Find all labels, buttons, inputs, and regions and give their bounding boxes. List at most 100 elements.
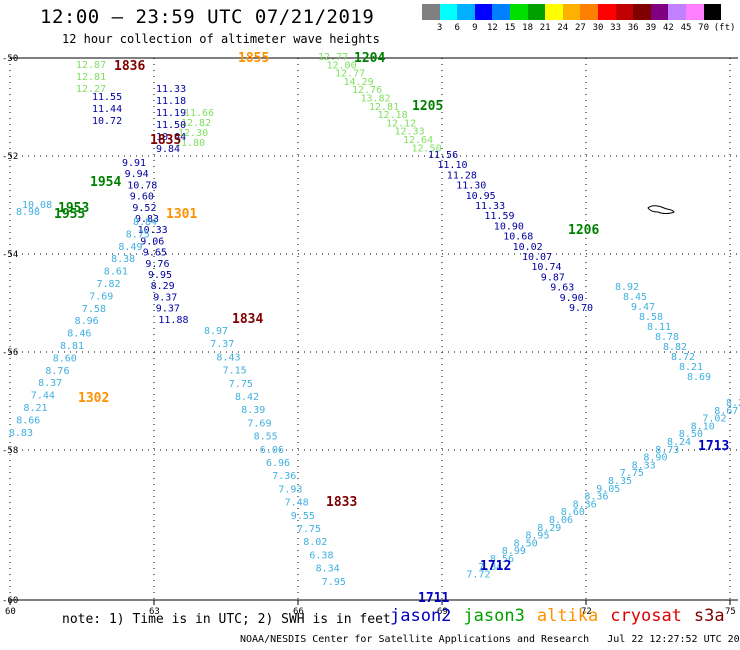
x-tick-label: 63	[149, 607, 160, 617]
wave-height-value: 8.58	[639, 312, 663, 323]
wave-height-value: 12.27	[76, 84, 106, 95]
map-frame: -50-52-54-56-58-60606366697275	[2, 54, 738, 617]
wave-height-value: 7.15	[223, 366, 247, 377]
wave-height-value: 7.93	[278, 484, 302, 495]
satellite-name: jason3	[463, 606, 525, 626]
wave-height-value: 11.80	[175, 138, 205, 149]
wave-height-value: 8.60	[53, 353, 77, 364]
wave-height-value: 8.21	[679, 362, 703, 373]
legend-swatch	[562, 4, 581, 20]
satellite-legend: jason2 jason3 altika cryosat s3a	[390, 606, 737, 626]
wave-height-value: 9.63	[550, 283, 574, 294]
legend-label: 21	[539, 23, 551, 33]
wave-height-value: 7.36	[272, 471, 296, 482]
x-tick-label: 72	[581, 607, 592, 617]
wave-height-value: 12.33	[395, 127, 425, 138]
wave-height-value: 12.87	[76, 60, 106, 71]
y-tick-label: -52	[2, 152, 18, 162]
wave-height-value: 8.69	[687, 372, 711, 383]
wave-height-value: 11.50	[156, 120, 186, 131]
wave-height-value: 10.07	[522, 252, 552, 263]
legend-swatch	[457, 4, 475, 20]
wave-height-value: 9.47	[631, 302, 655, 313]
map-subtitle: 12 hour collection of altimeter wave hei…	[62, 32, 380, 46]
legend-unit: (ft)	[713, 23, 736, 33]
legend-swatch	[545, 4, 563, 20]
pass-label: 1205	[412, 99, 443, 114]
pass-label: 1711	[418, 591, 449, 606]
legend-label: 6	[454, 23, 460, 33]
wave-height-value: 10.90	[494, 221, 524, 232]
wave-height-value: 13.82	[361, 94, 391, 105]
wave-height-value: 9.95	[148, 270, 172, 281]
wave-height-value: 6.06	[260, 445, 284, 456]
wave-height-value: 8.43	[216, 352, 240, 363]
pass-label: 1302	[78, 391, 109, 406]
wave-height-value: 7.37	[210, 339, 234, 350]
wave-height-value: 9.55	[291, 511, 315, 522]
pass-label: 1954	[90, 175, 121, 190]
wave-height-value: 10.78	[127, 180, 157, 191]
map-title: 12:00 – 23:59 UTC 07/21/2019	[40, 6, 375, 28]
wave-height-value: 8.45	[623, 292, 647, 303]
wave-height-value: 9.52	[132, 203, 156, 214]
wave-height-value: 12.77	[335, 69, 365, 80]
wave-height-value: 11.19	[156, 108, 186, 119]
wave-height-value: 8.21	[726, 398, 740, 409]
wave-height-value: 6.96	[266, 458, 290, 469]
wave-height-value: 8.90	[643, 453, 667, 464]
wave-height-value: 8.46	[67, 329, 91, 340]
wave-height-value: 8.49	[118, 242, 142, 253]
wave-height-value: 7.69	[89, 291, 113, 302]
pass-label: 1301	[166, 207, 197, 222]
legend-swatch	[703, 4, 722, 20]
wave-height-value: 9.76	[145, 259, 169, 270]
wave-height-value: 8.42	[235, 392, 259, 403]
wave-height-value: 8.81	[60, 341, 84, 352]
legend-label: 45	[680, 23, 692, 33]
legend-swatch	[650, 4, 669, 20]
legend-swatch	[668, 4, 686, 20]
wave-height-value: 9.65	[143, 248, 167, 259]
legend-label: 42	[662, 23, 674, 33]
wave-height-value: 8.29	[151, 281, 175, 292]
wave-height-value: 11.33	[156, 84, 186, 95]
track-values: 12.7712.0012.7714.2912.7613.8212.8112.18…	[9, 52, 740, 588]
pass-label: 1836	[114, 59, 145, 74]
wave-height-value: 9.91	[122, 158, 146, 169]
wave-height-value: 8.55	[254, 432, 278, 443]
wave-height-value: 12.82	[181, 118, 211, 129]
wave-height-value: 10.95	[466, 191, 496, 202]
wave-height-value: 11.66	[184, 108, 214, 119]
legend-swatch	[510, 4, 528, 20]
legend-label: 18	[522, 23, 534, 33]
wave-height-value: 8.97	[204, 326, 228, 337]
wave-height-value: 9.37	[153, 292, 177, 303]
legend-swatch	[492, 4, 510, 20]
wave-height-value: 9.94	[125, 169, 149, 180]
wave-height-value: 8.98	[16, 207, 40, 218]
wave-height-value: 11.33	[475, 201, 505, 212]
legend-swatch	[686, 4, 704, 20]
wave-height-value: 8.76	[45, 366, 69, 377]
legend-label: 27	[574, 23, 586, 33]
wave-height-value: 8.78	[655, 332, 679, 343]
wave-height-value: 8.99	[502, 546, 526, 557]
legend-label: 36	[627, 23, 639, 33]
wave-height-value: 9.06	[140, 236, 164, 247]
y-tick-label: -54	[2, 250, 18, 260]
legend-label: 33	[610, 23, 622, 33]
wave-height-value: 7.95	[322, 577, 346, 588]
credit-line: NOAA/NESDIS Center for Satellite Applica…	[240, 634, 740, 645]
satellite-name: jason2	[390, 606, 452, 626]
legend-swatch	[633, 4, 651, 20]
pass-label: 1712	[480, 559, 511, 574]
wave-height-value: 8.82	[663, 342, 687, 353]
legend-swatch	[474, 4, 493, 20]
wave-height-value: 8.29	[537, 523, 561, 534]
footnote: note: 1) Time is in UTC; 2) SWH is in fe…	[62, 612, 391, 627]
wave-height-value: 11.44	[92, 104, 122, 115]
wave-height-value: 8.61	[104, 267, 128, 278]
x-tick-label: 60	[5, 607, 16, 617]
wave-height-value: 12.64	[403, 135, 433, 146]
